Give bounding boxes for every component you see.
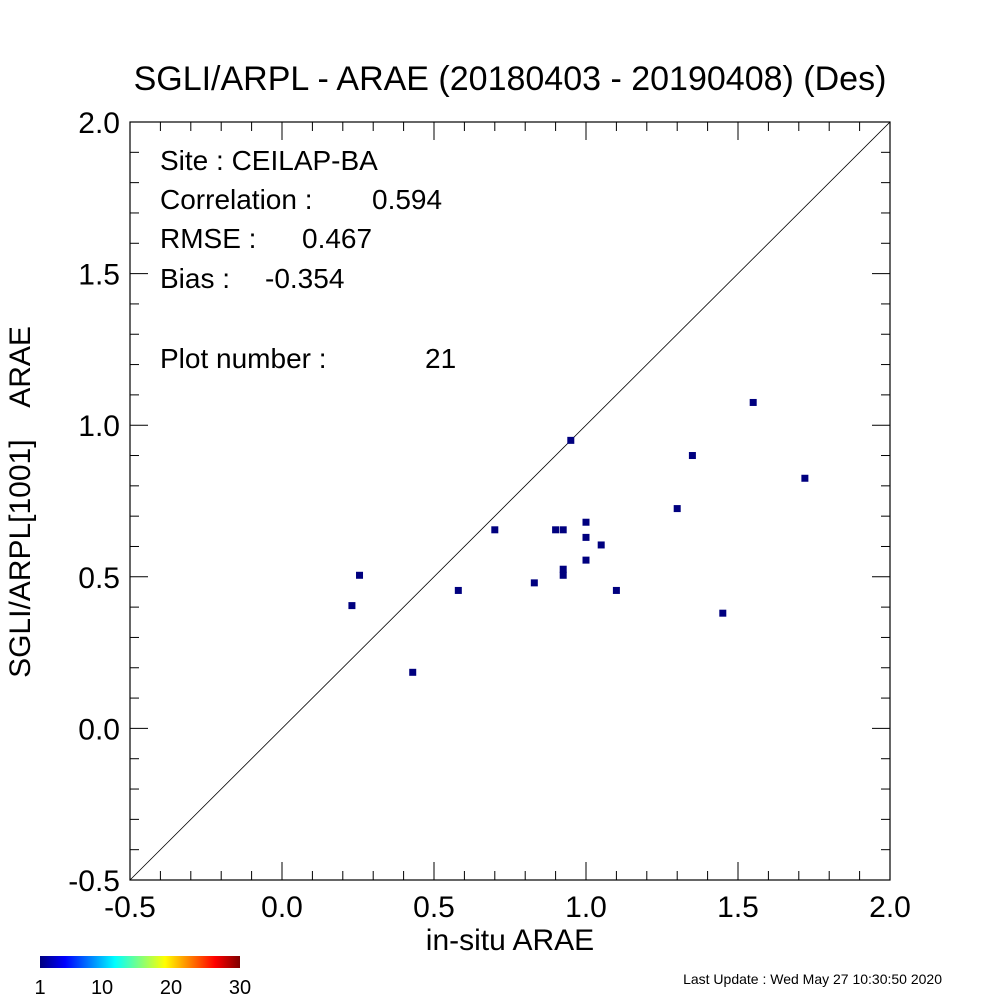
data-point: [801, 474, 809, 482]
stats-correlation-label: Correlation :: [160, 184, 313, 215]
last-update-text: Last Update : Wed May 27 10:30:50 2020: [683, 971, 942, 987]
x-tick-label: 0.5: [413, 891, 455, 924]
data-points: [348, 398, 809, 676]
plot-border: [129, 121, 891, 881]
data-point: [454, 586, 462, 594]
data-point: [582, 556, 590, 564]
data-point: [559, 526, 567, 534]
data-point: [491, 526, 499, 534]
data-point: [409, 668, 417, 676]
y-tick-label: -0.5: [68, 865, 120, 898]
one-to-one-line: [129, 121, 891, 881]
stats-bias-label: Bias :: [160, 263, 230, 294]
colorbar: [40, 956, 240, 968]
x-tick-label: 2.0: [869, 891, 911, 924]
data-point: [749, 398, 757, 406]
reference-line: [129, 121, 891, 881]
x-tick-label: 1.5: [717, 891, 759, 924]
x-tick-label: 0.0: [261, 891, 303, 924]
data-point: [688, 452, 696, 460]
data-point: [356, 571, 364, 579]
data-point: [530, 579, 538, 587]
stats-bias-value: -0.354: [265, 263, 344, 294]
data-point: [673, 505, 681, 513]
x-tick-label: -0.5: [104, 891, 156, 924]
data-point: [612, 586, 620, 594]
stats-plot-number-label: Plot number :: [160, 343, 327, 374]
chart-title: SGLI/ARPL - ARAE (20180403 - 20190408) (…: [134, 60, 887, 98]
plot-area: [129, 121, 891, 881]
y-tick-label: 1.5: [78, 259, 120, 292]
y-axis-label: SGLI/ARPL[1001] ARAE: [4, 326, 37, 678]
x-tick-label: 1.0: [565, 891, 607, 924]
data-point: [567, 436, 575, 444]
stats-site: Site : CEILAP-BA: [160, 145, 378, 176]
colorbar-labels: 1 10 20 30: [34, 977, 251, 999]
data-point: [552, 526, 560, 534]
y-tick-label: 0.0: [78, 713, 120, 746]
y-tick-label: 0.5: [78, 562, 120, 595]
y-tick-label: 2.0: [78, 107, 120, 140]
data-point: [582, 518, 590, 526]
stats-correlation-value: 0.594: [372, 184, 442, 215]
colorbar-label: 10: [91, 977, 113, 999]
colorbar-label: 30: [229, 977, 251, 999]
axis-ticks: [129, 121, 891, 881]
y-tick-label: 1.0: [78, 410, 120, 443]
tick-labels: -0.5 0.0 0.5 1.0 1.5 2.0 -0.5 0.0 0.5 1.0 1.5 2.0: [68, 107, 911, 924]
colorbar-label: 20: [160, 977, 182, 999]
data-point: [582, 533, 590, 541]
data-point: [559, 565, 567, 573]
data-point: [559, 571, 567, 579]
stats-rmse-value: 0.467: [302, 223, 372, 254]
colorbar-label: 1: [34, 977, 45, 999]
x-axis-label: in-situ ARAE: [426, 924, 594, 957]
data-point: [719, 609, 727, 617]
data-point: [348, 602, 356, 610]
stats-rmse-label: RMSE :: [160, 223, 256, 254]
stats-plot-number-value: 21: [425, 343, 456, 374]
data-point: [597, 541, 605, 549]
